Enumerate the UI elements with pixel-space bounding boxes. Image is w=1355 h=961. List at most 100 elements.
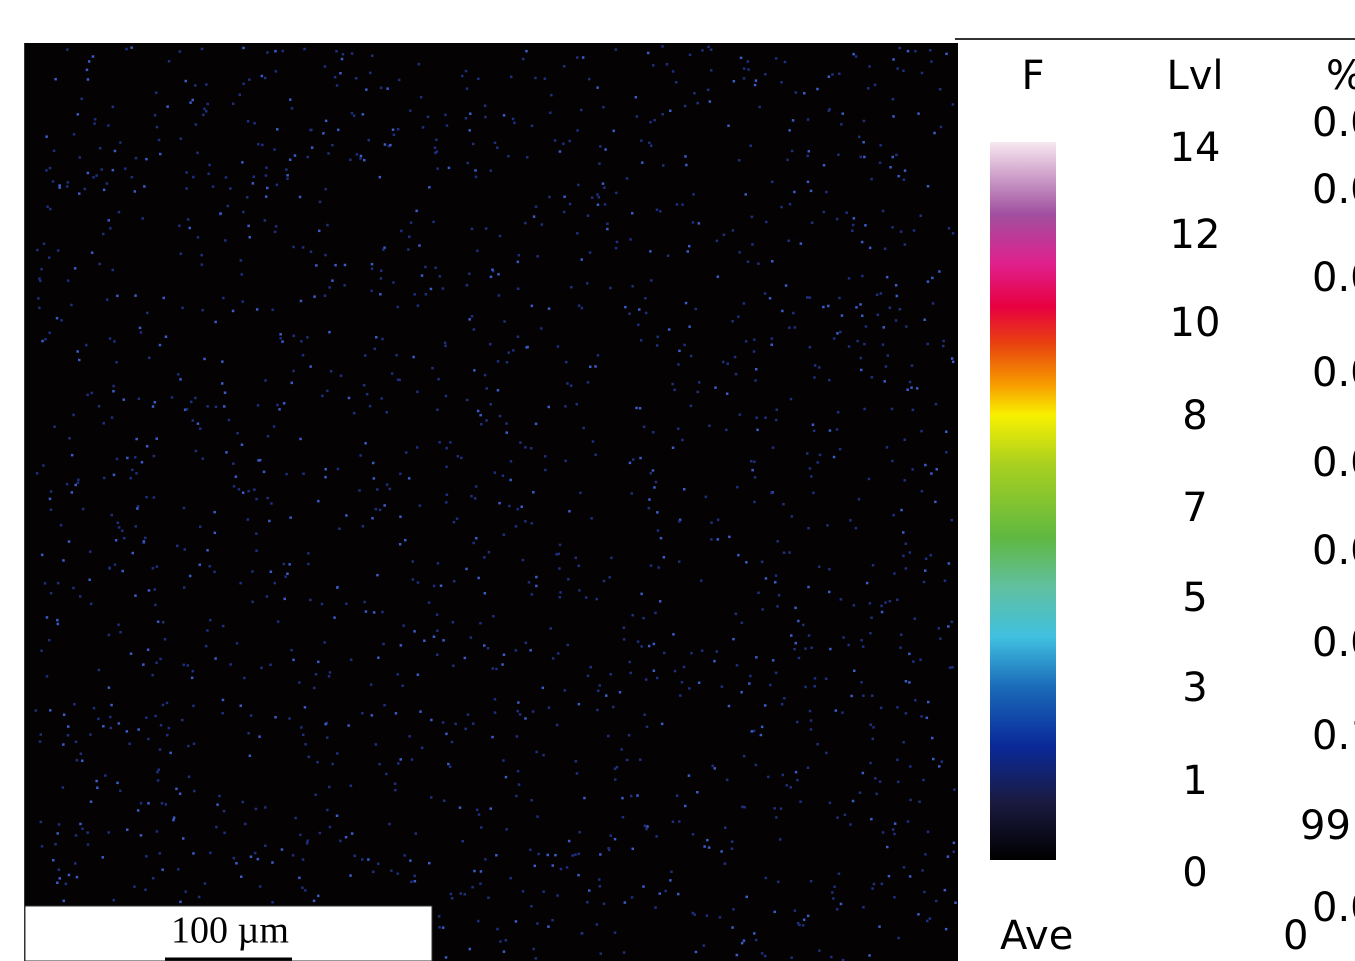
map-dot xyxy=(517,710,520,713)
map-dot xyxy=(921,869,924,872)
map-dot xyxy=(535,751,538,754)
map-dot xyxy=(416,391,419,394)
map-dot xyxy=(460,457,463,460)
map-dot xyxy=(714,767,717,770)
map-dot xyxy=(732,638,735,641)
map-dot xyxy=(822,306,825,309)
map-dot xyxy=(839,331,842,334)
map-dot xyxy=(771,344,774,347)
map-dot xyxy=(519,713,522,716)
map-dot xyxy=(73,703,76,706)
map-dot xyxy=(293,335,296,338)
map-dot xyxy=(334,264,337,267)
map-dot xyxy=(471,886,474,889)
map-dot xyxy=(609,287,612,290)
map-dot xyxy=(241,161,244,164)
map-dot xyxy=(277,620,280,623)
map-dot xyxy=(803,919,806,922)
map-dot xyxy=(492,667,495,670)
map-dot xyxy=(566,866,569,869)
map-dot xyxy=(574,853,577,856)
map-dot xyxy=(88,579,91,582)
map-dot xyxy=(893,572,896,575)
map-dot xyxy=(581,307,584,310)
map-dot xyxy=(631,285,634,288)
map-dot xyxy=(436,409,439,412)
map-dot xyxy=(540,327,543,330)
map-dot xyxy=(469,948,472,951)
map-dot xyxy=(714,386,717,389)
map-dot xyxy=(755,417,758,420)
map-dot xyxy=(139,327,142,330)
map-dot xyxy=(644,297,647,300)
map-dot xyxy=(118,211,121,214)
map-dot xyxy=(213,511,216,514)
map-dot xyxy=(334,76,337,79)
map-dot xyxy=(375,743,378,746)
map-dot xyxy=(264,219,267,222)
map-dot xyxy=(393,134,396,137)
map-dot xyxy=(258,735,261,738)
map-dot xyxy=(875,793,878,796)
map-dot xyxy=(525,346,528,349)
scale-bar-label: 100 µm xyxy=(171,910,289,952)
map-dot xyxy=(241,273,244,276)
map-dot xyxy=(468,318,471,321)
map-dot xyxy=(472,542,475,545)
map-dot xyxy=(467,162,470,165)
map-dot xyxy=(643,714,646,717)
map-dot xyxy=(775,57,778,60)
map-dot xyxy=(204,882,207,885)
map-dot xyxy=(731,840,734,843)
map-dot xyxy=(597,354,600,357)
map-dot xyxy=(351,52,354,55)
map-dot xyxy=(134,294,137,297)
map-dot xyxy=(239,582,242,585)
map-dot xyxy=(764,417,767,420)
map-dot xyxy=(881,611,884,614)
map-dot xyxy=(767,776,770,779)
map-dot xyxy=(868,65,871,68)
map-dot xyxy=(90,603,93,606)
map-dot xyxy=(559,591,562,594)
map-dot xyxy=(790,634,793,637)
map-dot xyxy=(743,806,746,809)
map-dot xyxy=(232,310,235,313)
map-dot xyxy=(632,614,635,617)
map-dot xyxy=(859,792,862,795)
map-dot xyxy=(776,409,779,412)
map-dot xyxy=(48,639,51,642)
map-dot xyxy=(628,313,631,316)
map-dot xyxy=(250,856,253,859)
map-dot xyxy=(111,416,114,419)
map-dot xyxy=(79,823,82,826)
map-dot xyxy=(165,336,168,339)
map-dot xyxy=(548,406,551,409)
map-dot xyxy=(156,830,159,833)
map-dot xyxy=(192,670,195,673)
map-dot xyxy=(194,397,197,400)
map-dot xyxy=(582,427,585,430)
map-dot xyxy=(371,268,374,271)
map-dot xyxy=(657,529,660,532)
map-dot xyxy=(896,706,899,709)
map-dot xyxy=(907,50,910,53)
map-dot xyxy=(693,92,696,95)
map-dot xyxy=(932,302,935,305)
map-dot xyxy=(725,429,728,432)
map-dot xyxy=(46,206,49,209)
map-dot xyxy=(761,561,764,564)
map-dot xyxy=(363,601,366,604)
map-dot xyxy=(222,699,225,702)
map-dot xyxy=(408,735,411,738)
map-dot xyxy=(700,579,703,582)
map-dot xyxy=(484,116,487,119)
map-dot xyxy=(283,563,286,566)
map-dot xyxy=(526,156,529,159)
map-dot xyxy=(578,853,581,856)
level-label: 3 xyxy=(1182,665,1207,711)
map-dot xyxy=(624,306,627,309)
map-dot xyxy=(503,534,506,537)
map-dot xyxy=(645,678,648,681)
map-dot xyxy=(191,677,194,680)
